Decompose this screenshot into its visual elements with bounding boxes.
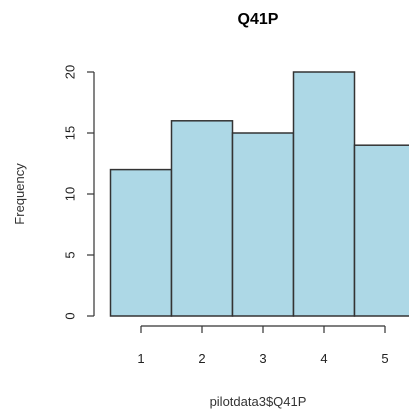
x-tick-label: 4 — [320, 351, 327, 366]
y-axis-label: Frequency — [12, 163, 27, 225]
x-axis: 1 2 3 4 5 — [137, 325, 389, 366]
x-tick-label: 1 — [137, 351, 144, 366]
histogram-bar-2 — [170, 120, 234, 317]
x-tick-label: 5 — [381, 351, 388, 366]
x-tick-label: 3 — [259, 351, 266, 366]
y-axis: 0 5 10 15 20 — [63, 65, 95, 320]
histogram-bar-5 — [353, 144, 409, 317]
chart-title: Q41P — [238, 11, 279, 28]
y-tick-label: 20 — [63, 65, 78, 79]
y-tick-label: 5 — [63, 251, 78, 258]
histogram-bar-4 — [292, 71, 356, 317]
y-tick-label: 0 — [63, 312, 78, 319]
histogram-bar-1 — [109, 168, 173, 317]
x-tick-label: 2 — [198, 351, 205, 366]
histogram-bar-3 — [231, 132, 295, 317]
y-tick-label: 15 — [63, 126, 78, 140]
x-axis-label: pilotdata3$Q41P — [210, 394, 307, 409]
histogram-bars — [109, 71, 409, 317]
y-tick-label: 10 — [63, 187, 78, 201]
